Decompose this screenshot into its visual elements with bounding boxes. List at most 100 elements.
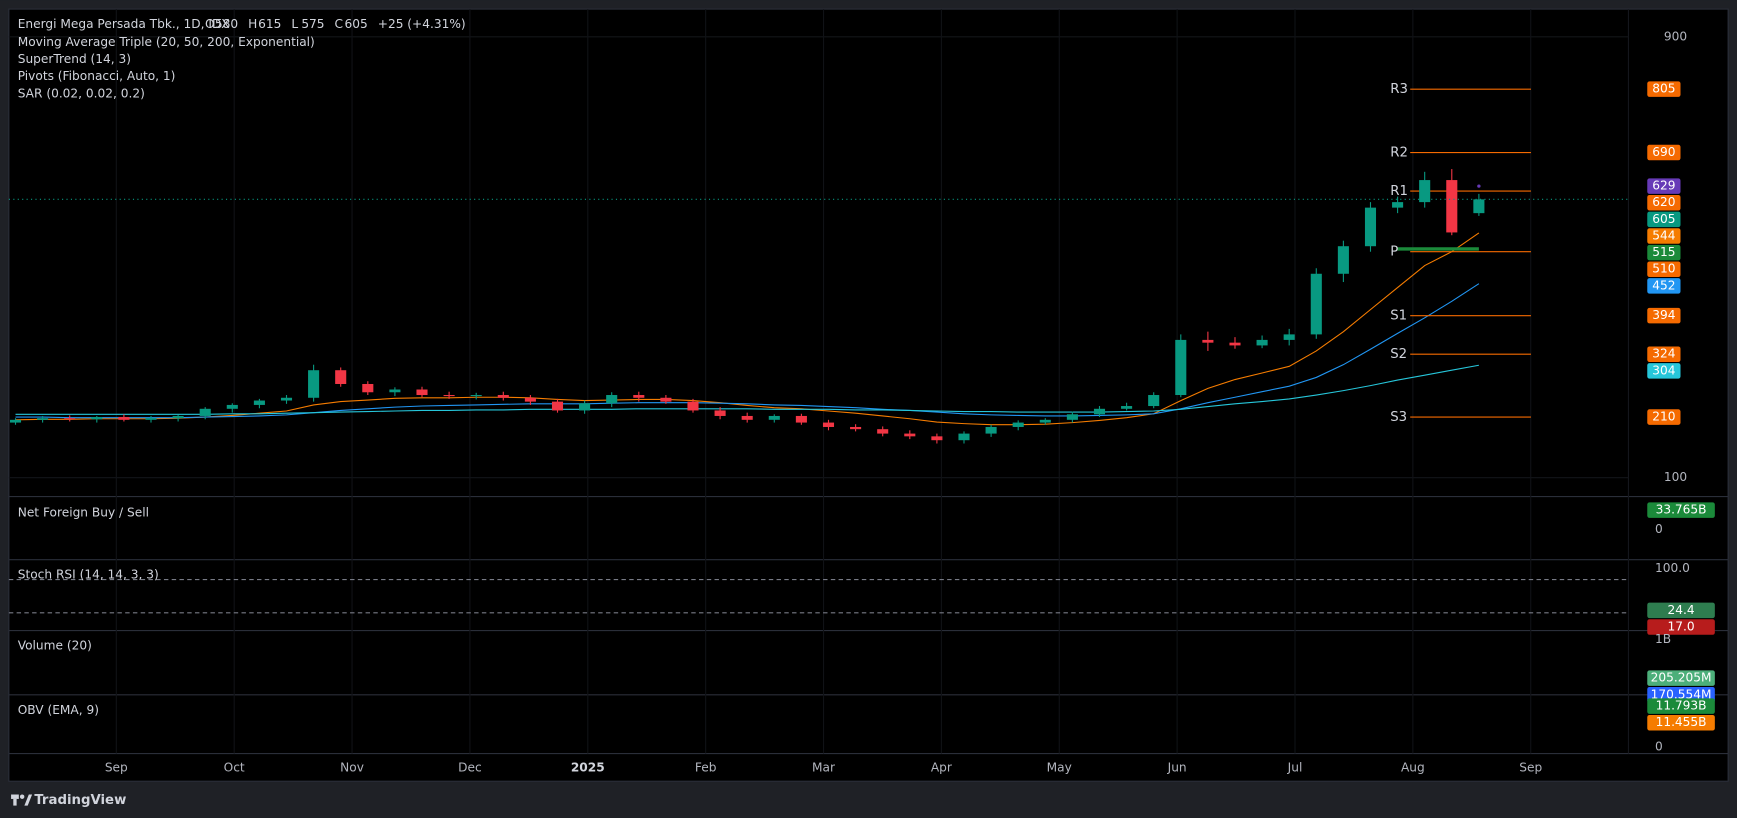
price-label-box xyxy=(1647,307,1681,324)
candle-body xyxy=(362,383,374,393)
candle-body xyxy=(904,433,916,437)
pane-tick-label: 0 xyxy=(1655,739,1663,753)
price-label: 33.765B xyxy=(1656,503,1707,517)
candle-body xyxy=(199,408,211,416)
candle-body xyxy=(389,389,401,393)
candle-body xyxy=(1093,408,1106,415)
grid xyxy=(8,9,1729,755)
price-label-box xyxy=(1647,244,1681,261)
candle-body xyxy=(551,401,564,411)
ohlc-value: 605 xyxy=(345,17,368,31)
change: +25 (+4.31%) xyxy=(378,17,466,31)
candle-body xyxy=(633,395,645,398)
candle-body xyxy=(985,426,997,434)
candle-body xyxy=(470,395,482,397)
x-tick-label: Sep xyxy=(105,760,128,774)
symbol: Energi Mega Persada Tbk., 1D, IDX xyxy=(18,17,230,31)
pivot-name: R2 xyxy=(1390,146,1408,161)
x-tick-label: Nov xyxy=(340,760,364,774)
candle-body xyxy=(660,397,672,402)
brand-logo xyxy=(11,794,33,806)
candle-body xyxy=(308,370,320,398)
chart-area xyxy=(8,8,1729,782)
x-tick-label: Jul xyxy=(1287,760,1303,774)
pane-title: Stoch RSI (14, 14, 3, 3) xyxy=(18,568,159,582)
ohlc-value: 580 xyxy=(215,17,238,31)
candle-body xyxy=(1202,339,1214,343)
price-label: 544 xyxy=(1652,228,1675,242)
ohlc-key: L xyxy=(291,17,298,31)
candle-body xyxy=(687,401,699,411)
price-label-box xyxy=(1647,81,1681,97)
price-label: 805 xyxy=(1652,82,1675,96)
candle-body xyxy=(1392,202,1404,208)
x-tick-label: Sep xyxy=(1519,760,1542,774)
price-label: 605 xyxy=(1652,212,1675,226)
ohlc-value: 615 xyxy=(258,17,281,31)
ohlc-key: C xyxy=(335,17,344,31)
price-label-box xyxy=(1647,698,1715,714)
candle-body xyxy=(497,395,509,398)
price-label-box xyxy=(1647,670,1715,686)
price-label-box xyxy=(1647,228,1681,244)
price-label-box xyxy=(1647,195,1681,211)
candle-body xyxy=(768,415,780,420)
price-label: 17.0 xyxy=(1668,620,1695,634)
candle-body xyxy=(714,410,726,416)
candle-body xyxy=(1039,419,1051,423)
x-tick-label: 2025 xyxy=(571,760,605,774)
price-label-box xyxy=(1647,502,1715,518)
candle-body xyxy=(253,400,265,405)
candle-body xyxy=(579,403,591,411)
candle-body xyxy=(1419,180,1431,203)
price-label: 629 xyxy=(1652,179,1675,193)
pane-tick-label: 0 xyxy=(1655,522,1663,536)
price-label: 210 xyxy=(1652,410,1675,424)
price-label: 515 xyxy=(1652,245,1675,259)
candle-body xyxy=(1229,342,1241,346)
candle-body xyxy=(1012,422,1024,427)
candle-body xyxy=(877,429,889,434)
x-tick-label: Aug xyxy=(1401,760,1425,774)
candle-body xyxy=(443,395,455,397)
moving-average xyxy=(15,364,1479,415)
candle-body xyxy=(1148,395,1160,407)
price-label-box xyxy=(1647,346,1681,362)
pane-tick-label: 100.0 xyxy=(1655,561,1690,575)
candle-body xyxy=(1256,339,1268,346)
indicator-legend: Pivots (Fibonacci, Auto, 1) xyxy=(18,69,176,83)
candle-body xyxy=(1364,207,1377,247)
price-label: 510 xyxy=(1652,262,1675,276)
candle-body xyxy=(280,397,293,401)
x-tick-label: Apr xyxy=(931,760,952,774)
price-label: 690 xyxy=(1652,145,1675,159)
candle-body xyxy=(64,418,76,420)
price-label: 452 xyxy=(1652,278,1675,292)
price-label: 205.205M xyxy=(1651,671,1712,685)
candle-body xyxy=(524,397,536,402)
price-label-box xyxy=(1647,363,1681,379)
candle-body xyxy=(145,418,157,420)
price-label-box xyxy=(1647,714,1715,731)
x-tick-label: May xyxy=(1047,760,1072,774)
candle-body xyxy=(931,436,943,441)
candle-body xyxy=(1175,339,1187,396)
price-label-box xyxy=(1647,178,1681,194)
pivot-name: S3 xyxy=(1390,410,1407,425)
price-label-box xyxy=(1647,619,1715,635)
price-label-box xyxy=(1647,261,1681,277)
candle-body xyxy=(416,389,428,396)
moving-average xyxy=(15,283,1480,419)
candle-body xyxy=(118,417,130,420)
price-label: 394 xyxy=(1652,308,1675,322)
price-label-box xyxy=(1647,602,1715,619)
candle-body xyxy=(9,419,22,423)
price-label: 11.793B xyxy=(1656,699,1707,713)
pivot-name: P xyxy=(1390,245,1398,260)
price-label: 170.554M xyxy=(1651,687,1712,701)
candle-body xyxy=(1473,199,1485,214)
price-label: 24.4 xyxy=(1668,603,1695,617)
price-label: 324 xyxy=(1652,347,1675,361)
candle-body xyxy=(172,415,184,419)
candle-body xyxy=(1121,406,1133,409)
